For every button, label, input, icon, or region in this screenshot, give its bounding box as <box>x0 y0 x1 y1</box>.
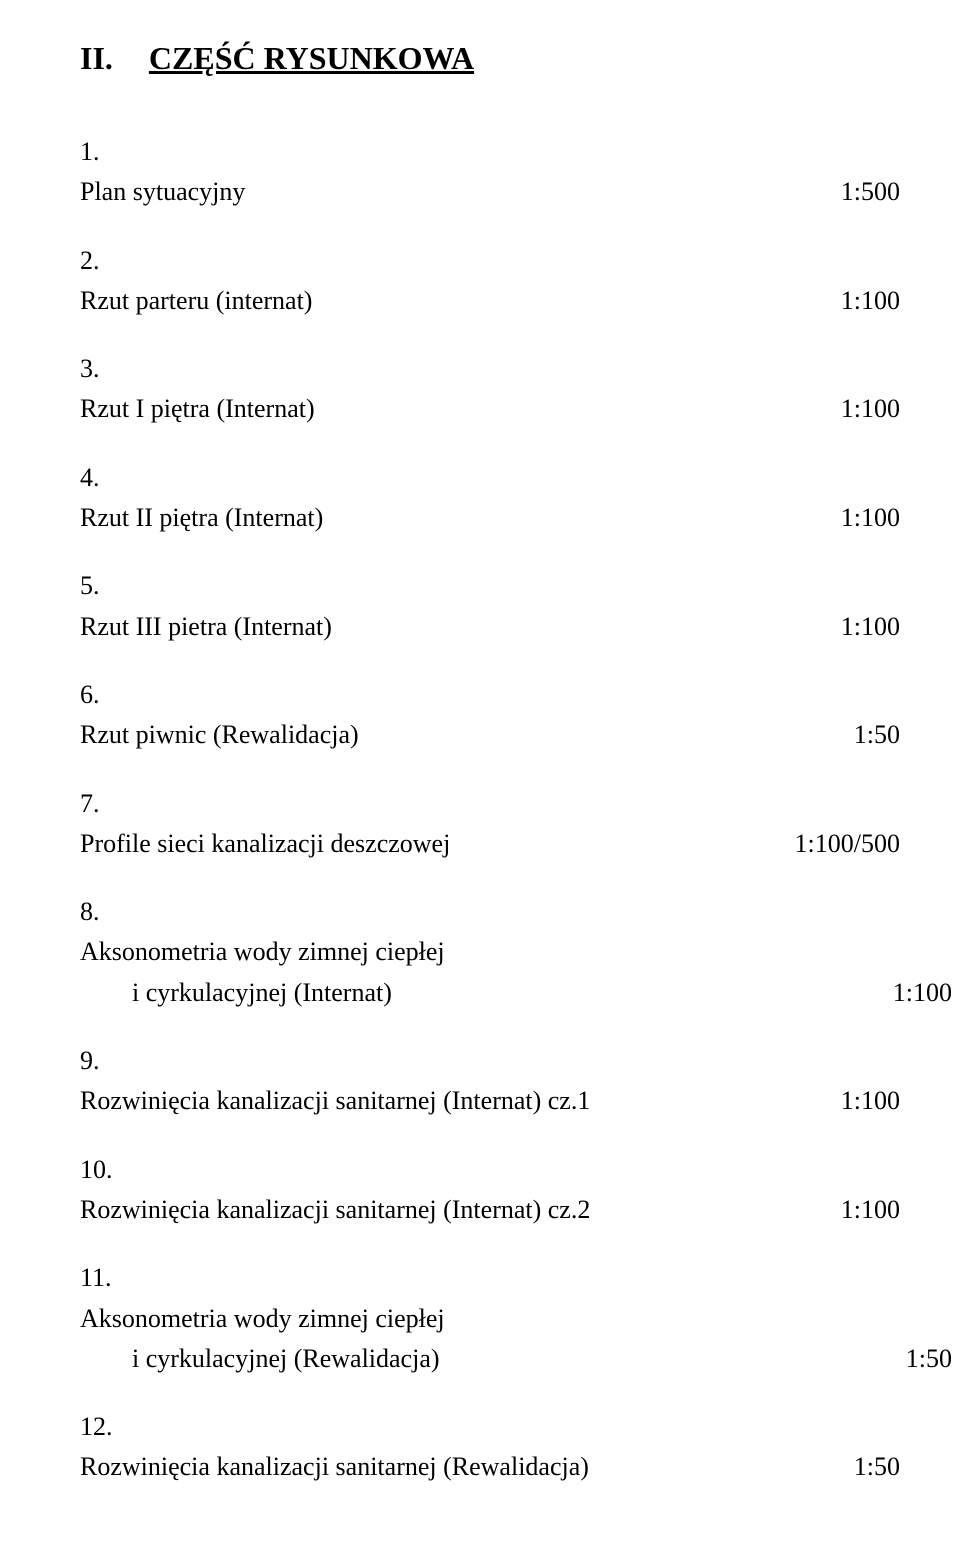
entry-scale: 1:50 <box>854 715 900 755</box>
entry-scale: 1:100 <box>841 498 900 538</box>
list-item: Rzut parteru (internat) 1:100 <box>80 241 900 322</box>
entry-label: Rzut III pietra (Internat) <box>80 607 841 647</box>
list-item: Aksonometria wody zimnej ciepłej i cyrku… <box>80 892 900 1013</box>
entry-scale: 1:100 <box>841 607 900 647</box>
list-item: Rozwinięcia kanalizacji sanitarnej (Rewa… <box>80 1407 900 1488</box>
entry-scale: 1:100/500 <box>795 824 900 864</box>
entry-scale: 1:100 <box>841 1081 900 1121</box>
page: II. CZĘŚĆ RYSUNKOWA Plan sytuacyjny 1:50… <box>0 0 960 1546</box>
entry-label: Rzut piwnic (Rewalidacja) <box>80 715 854 755</box>
section-title: CZĘŚĆ RYSUNKOWA <box>149 40 474 76</box>
list-item: Aksonometria wody zimnej ciepłej i cyrku… <box>80 1258 900 1379</box>
list-item: Rozwinięcia kanalizacji sanitarnej (Inte… <box>80 1150 900 1231</box>
entry-scale: 1:50 <box>906 1339 952 1379</box>
entry-label-line2: i cyrkulacyjnej (Rewalidacja) <box>132 1339 906 1379</box>
entry-label: Plan sytuacyjny <box>80 172 841 212</box>
entry-label: Rzut I piętra (Internat) <box>80 389 841 429</box>
list-item: Rzut I piętra (Internat) 1:100 <box>80 349 900 430</box>
entry-label: Rzut II piętra (Internat) <box>80 498 841 538</box>
list-item: Rozwinięcia kanalizacji sanitarnej (Inte… <box>80 1041 900 1122</box>
drawings-list: Plan sytuacyjny 1:500 Rzut parteru (inte… <box>80 132 900 1488</box>
entry-scale: 1:100 <box>841 281 900 321</box>
entry-scale: 1:500 <box>841 172 900 212</box>
list-item: Rzut III pietra (Internat) 1:100 <box>80 566 900 647</box>
list-item: Rzut II piętra (Internat) 1:100 <box>80 458 900 539</box>
entry-label: Aksonometria wody zimnej ciepłej <box>80 1299 900 1339</box>
section-heading: II. CZĘŚĆ RYSUNKOWA <box>80 40 900 77</box>
list-item: Profile sieci kanalizacji deszczowej 1:1… <box>80 784 900 865</box>
entry-label: Rzut parteru (internat) <box>80 281 841 321</box>
list-item: Plan sytuacyjny 1:500 <box>80 132 900 213</box>
entry-label: Profile sieci kanalizacji deszczowej <box>80 824 795 864</box>
entry-scale: 1:50 <box>854 1447 900 1487</box>
entry-label: Rozwinięcia kanalizacji sanitarnej (Inte… <box>80 1190 841 1230</box>
entry-label: Rozwinięcia kanalizacji sanitarnej (Inte… <box>80 1081 841 1121</box>
entry-scale: 1:100 <box>841 389 900 429</box>
list-item: Rzut piwnic (Rewalidacja) 1:50 <box>80 675 900 756</box>
entry-label: Aksonometria wody zimnej ciepłej <box>80 932 900 972</box>
section-number: II. <box>80 40 113 76</box>
entry-label: Rozwinięcia kanalizacji sanitarnej (Rewa… <box>80 1447 854 1487</box>
entry-scale: 1:100 <box>841 1190 900 1230</box>
